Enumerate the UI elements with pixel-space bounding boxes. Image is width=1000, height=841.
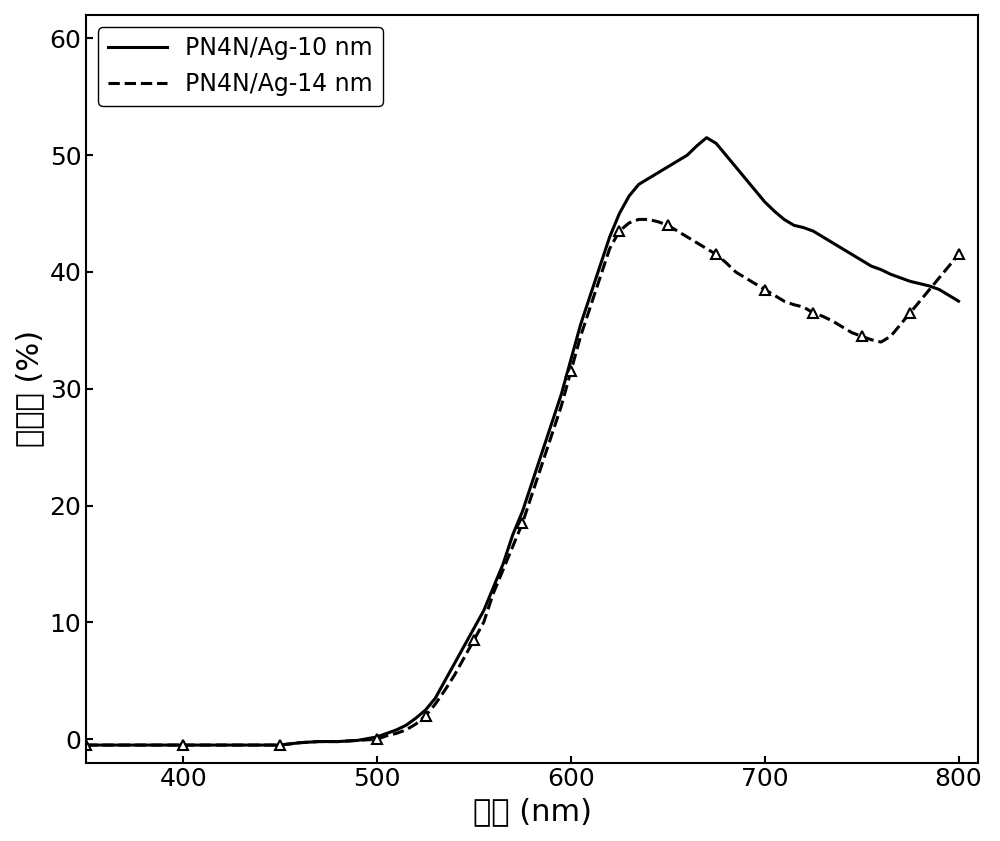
PN4N/Ag-10 nm: [817, 232, 829, 242]
PN4N/Ag-10 nm: [478, 606, 490, 616]
PN4N/Ag-14 nm: [478, 617, 490, 627]
PN4N/Ag-10 nm: [604, 232, 616, 242]
PN4N/Ag-14 nm: [604, 244, 616, 254]
PN4N/Ag-14 nm: [80, 740, 92, 750]
PN4N/Ag-10 nm: [80, 740, 92, 750]
PN4N/Ag-14 nm: [817, 311, 829, 321]
Line: PN4N/Ag-14 nm: PN4N/Ag-14 nm: [86, 220, 959, 745]
PN4N/Ag-10 nm: [953, 296, 965, 306]
X-axis label: 波长 (nm): 波长 (nm): [473, 797, 592, 826]
PN4N/Ag-14 nm: [953, 250, 965, 260]
PN4N/Ag-10 nm: [216, 740, 228, 750]
PN4N/Ag-14 nm: [216, 740, 228, 750]
Line: PN4N/Ag-10 nm: PN4N/Ag-10 nm: [86, 138, 959, 745]
PN4N/Ag-10 nm: [701, 133, 713, 143]
PN4N/Ag-14 nm: [720, 257, 732, 267]
PN4N/Ag-14 nm: [633, 214, 645, 225]
PN4N/Ag-14 nm: [701, 244, 713, 254]
Y-axis label: 透光率 (%): 透光率 (%): [15, 331, 44, 447]
Legend: PN4N/Ag-10 nm, PN4N/Ag-14 nm: PN4N/Ag-10 nm, PN4N/Ag-14 nm: [98, 27, 383, 105]
PN4N/Ag-10 nm: [691, 140, 703, 151]
PN4N/Ag-10 nm: [720, 151, 732, 161]
